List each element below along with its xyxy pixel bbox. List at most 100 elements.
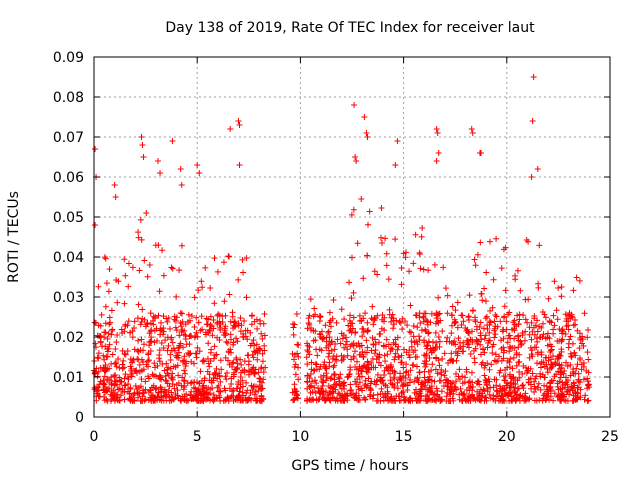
y-tick-label: 0.08 xyxy=(53,90,84,106)
data-point xyxy=(338,385,345,392)
data-point xyxy=(140,154,147,160)
data-point xyxy=(209,396,216,403)
data-point xyxy=(304,347,311,354)
data-point xyxy=(576,345,583,352)
data-point xyxy=(416,310,423,317)
data-point xyxy=(147,387,154,394)
data-point xyxy=(140,387,147,394)
data-point xyxy=(539,320,546,327)
data-point xyxy=(244,387,251,394)
data-point xyxy=(214,268,221,275)
data-point xyxy=(478,290,485,297)
data-point xyxy=(328,338,335,345)
data-point xyxy=(493,235,500,242)
data-point xyxy=(486,391,493,398)
data-point xyxy=(496,369,503,376)
data-point xyxy=(455,345,462,352)
data-point xyxy=(362,396,369,403)
data-point xyxy=(561,367,568,374)
data-point xyxy=(410,361,417,368)
data-point xyxy=(390,325,397,332)
data-point xyxy=(223,376,230,383)
data-point xyxy=(548,347,555,354)
data-point xyxy=(368,315,375,322)
data-point xyxy=(169,138,176,144)
data-point xyxy=(442,285,449,292)
data-point xyxy=(106,321,113,328)
data-point xyxy=(554,380,561,387)
data-point xyxy=(327,323,334,330)
data-point xyxy=(545,295,552,302)
data-point xyxy=(468,369,475,376)
data-point xyxy=(526,331,533,338)
data-point xyxy=(529,370,536,377)
data-point xyxy=(402,318,409,325)
data-point xyxy=(507,379,514,386)
data-point xyxy=(481,285,488,292)
data-point xyxy=(164,334,171,341)
data-point xyxy=(95,387,102,394)
data-point xyxy=(254,325,261,332)
data-point xyxy=(262,364,269,371)
data-point xyxy=(496,353,503,360)
data-point xyxy=(382,235,389,242)
plot-frame xyxy=(93,56,611,418)
data-point xyxy=(127,397,134,404)
data-point xyxy=(227,318,234,325)
data-point xyxy=(111,397,118,404)
data-point xyxy=(105,376,112,383)
data-point xyxy=(548,356,555,363)
data-point xyxy=(547,386,554,393)
data-point xyxy=(501,303,508,310)
data-point xyxy=(104,335,111,342)
data-point xyxy=(213,351,220,358)
data-point xyxy=(230,339,237,346)
data-point xyxy=(335,378,342,385)
data-point xyxy=(563,359,570,366)
data-point xyxy=(468,126,475,132)
data-point xyxy=(181,353,188,360)
data-point xyxy=(478,336,485,343)
data-point xyxy=(406,328,413,335)
data-point xyxy=(331,372,338,379)
data-point xyxy=(398,265,405,272)
data-point xyxy=(227,331,234,338)
data-point xyxy=(403,349,410,356)
data-point xyxy=(125,283,132,290)
data-point xyxy=(192,385,199,392)
data-point xyxy=(254,350,261,357)
data-point xyxy=(428,310,435,317)
chart-title: Day 138 of 2019, Rate Of TEC Index for r… xyxy=(165,20,535,36)
data-point xyxy=(410,323,417,330)
data-point xyxy=(355,370,362,377)
data-point xyxy=(374,271,381,278)
data-point xyxy=(557,386,564,393)
data-point xyxy=(432,329,439,336)
data-point xyxy=(524,319,531,326)
data-point xyxy=(433,158,440,164)
data-point xyxy=(103,353,110,360)
data-point xyxy=(169,265,176,272)
data-point xyxy=(538,364,545,371)
data-point xyxy=(295,364,302,371)
data-point xyxy=(116,397,123,404)
data-point xyxy=(168,264,175,271)
data-point xyxy=(196,170,203,176)
data-point xyxy=(378,204,385,211)
data-point xyxy=(240,397,247,404)
data-point xyxy=(316,346,323,353)
data-point xyxy=(231,323,238,330)
data-point xyxy=(250,337,257,344)
data-point xyxy=(201,358,208,365)
data-point xyxy=(481,349,488,356)
data-point xyxy=(306,312,313,319)
data-point xyxy=(325,353,332,360)
data-point xyxy=(484,388,491,395)
data-point xyxy=(237,315,244,322)
data-point xyxy=(486,329,493,336)
data-point xyxy=(567,362,574,369)
data-point xyxy=(511,388,518,395)
data-point xyxy=(326,334,333,341)
data-point xyxy=(363,130,370,136)
data-point xyxy=(170,363,177,370)
